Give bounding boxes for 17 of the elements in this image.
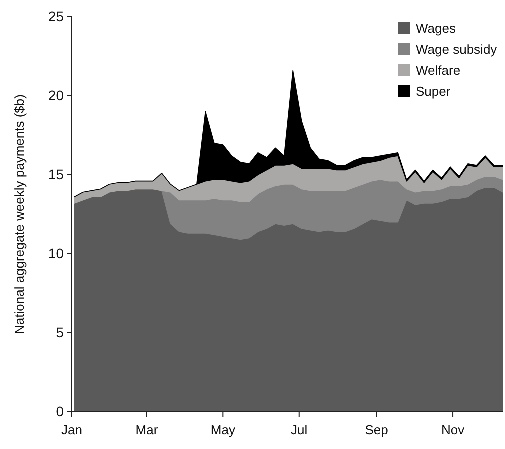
y-tick-label: 25 bbox=[48, 8, 64, 24]
y-tick-label: 15 bbox=[48, 166, 64, 182]
x-tick-label: Sep bbox=[365, 422, 388, 438]
y-tick-label: 10 bbox=[48, 245, 64, 262]
x-tick-label: Mar bbox=[136, 422, 159, 438]
y-axis-title: National aggregate weekly payments ($b) bbox=[12, 94, 27, 334]
legend-label: Welfare bbox=[416, 63, 461, 78]
y-tick-label: 5 bbox=[56, 324, 64, 340]
x-tick-label: Jul bbox=[291, 422, 308, 438]
x-tick-label: Jan bbox=[62, 422, 82, 438]
y-tick-label: 20 bbox=[48, 87, 64, 104]
y-tick-label: 0 bbox=[56, 403, 64, 420]
legend-label: Super bbox=[416, 84, 452, 99]
x-tick-label: Nov bbox=[441, 422, 466, 438]
x-tick-label: May bbox=[210, 422, 236, 438]
legend-label: Wages bbox=[416, 21, 456, 36]
legend-label: Wage subsidy bbox=[416, 42, 498, 57]
